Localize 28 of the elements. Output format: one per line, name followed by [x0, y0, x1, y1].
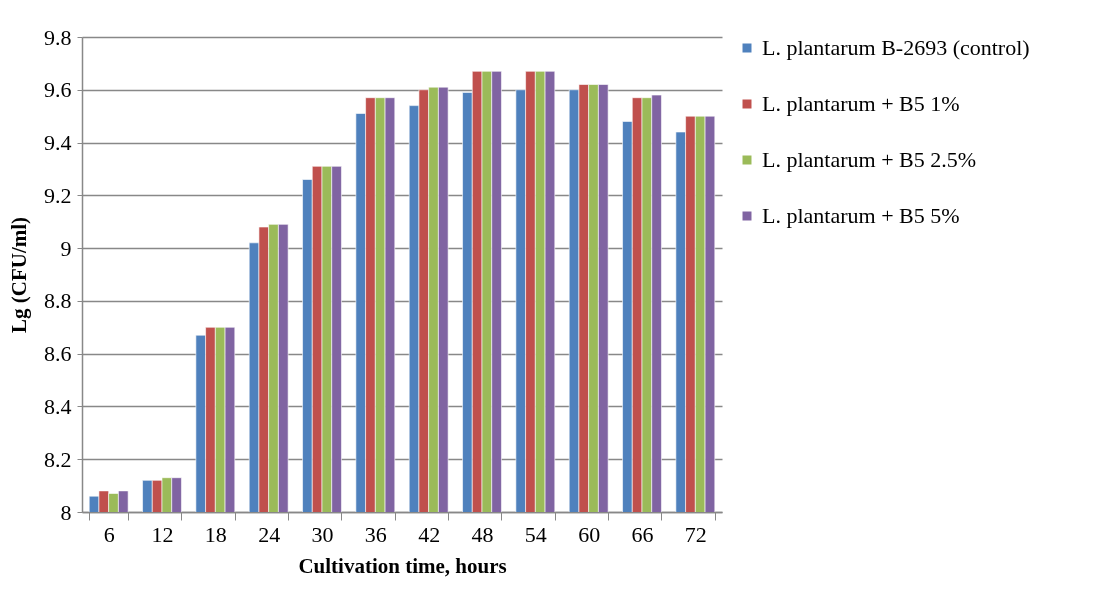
- y-tick-label: 9.2: [44, 182, 72, 208]
- x-axis-title: Cultivation time, hours: [298, 553, 507, 578]
- x-tick-label: 54: [524, 521, 547, 547]
- y-tick-label: 8.6: [44, 341, 72, 367]
- y-tick-label: 9: [60, 235, 72, 261]
- x-tick-label: 60: [578, 521, 601, 547]
- x-tick-label: 18: [204, 521, 227, 547]
- x-tick-label: 66: [631, 521, 654, 547]
- legend-label: L. plantarum + B5 2.5%: [762, 147, 977, 172]
- y-axis-title: Lg (CFU/ml): [7, 216, 31, 334]
- y-tick-label: 8: [60, 499, 72, 525]
- x-tick-label: 72: [684, 521, 707, 547]
- x-tick-label: 30: [311, 521, 334, 547]
- x-tick-label: 36: [364, 521, 387, 547]
- y-tick-label: 8.2: [44, 446, 72, 472]
- x-tick-label: 12: [151, 521, 174, 547]
- x-tick-label: 6: [103, 521, 115, 547]
- legend-label: L. plantarum B-2693 (control): [762, 35, 1030, 60]
- y-tick-label: 9.8: [44, 24, 72, 50]
- y-tick-label: 9.4: [44, 130, 72, 156]
- y-tick-label: 8.4: [44, 393, 72, 419]
- x-tick-label: 24: [258, 521, 281, 547]
- y-tick-label: 8.8: [44, 288, 72, 314]
- x-tick-label: 48: [471, 521, 494, 547]
- x-tick-label: 42: [418, 521, 441, 547]
- legend-label: L. plantarum + B5 1%: [762, 91, 960, 116]
- y-tick-label: 9.6: [44, 77, 72, 103]
- legend-label: L. plantarum + B5 5%: [762, 203, 960, 228]
